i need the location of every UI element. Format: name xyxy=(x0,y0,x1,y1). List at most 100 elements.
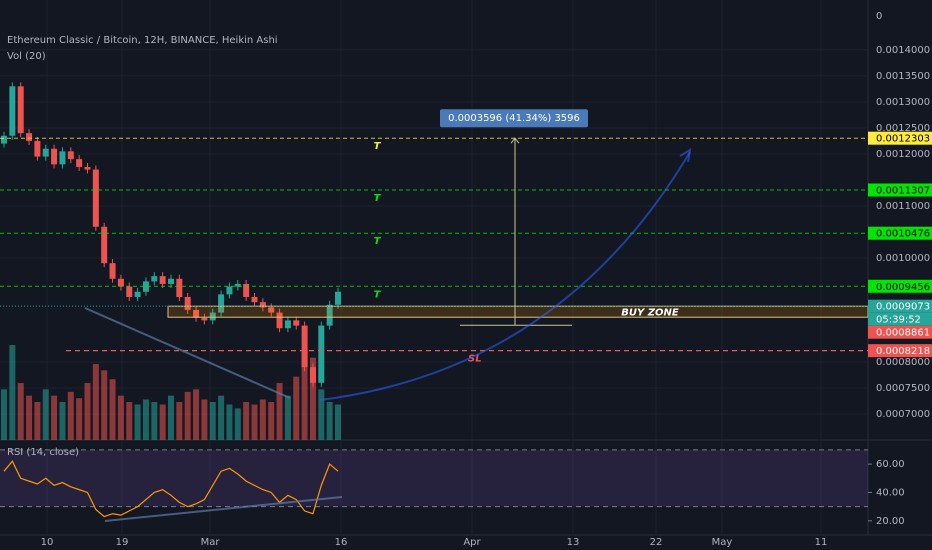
candle xyxy=(92,169,99,227)
rsi-label: RSI (14, close) xyxy=(7,447,79,458)
candle xyxy=(284,320,291,329)
volume-bar xyxy=(59,402,66,440)
candle xyxy=(193,309,200,318)
x-tick-label: May xyxy=(712,537,733,548)
volume-bar xyxy=(42,389,49,440)
volume-bar xyxy=(142,399,149,440)
y-tick-label: 0.0010000 xyxy=(876,253,930,264)
volume-bar xyxy=(293,376,300,440)
buy-zone-label: BUY ZONE xyxy=(621,308,679,319)
volume-bar xyxy=(84,383,91,440)
candle xyxy=(51,148,58,165)
candle xyxy=(301,325,308,368)
price-tag xyxy=(868,312,932,326)
candle xyxy=(9,86,16,136)
volume-bar xyxy=(318,389,325,440)
x-tick-label: 11 xyxy=(815,537,828,548)
x-tick-label: Mar xyxy=(201,537,221,548)
price-tag xyxy=(868,344,932,358)
volume-bar xyxy=(17,383,24,440)
volume-bar xyxy=(159,404,166,440)
volume-bar xyxy=(151,402,158,440)
volume-bar xyxy=(126,402,133,440)
candle xyxy=(101,226,108,264)
y-tick-label: 0.0011000 xyxy=(876,201,930,212)
candle xyxy=(309,367,316,383)
volume-label: Vol (20) xyxy=(7,51,46,62)
x-tick-label: 10 xyxy=(41,537,54,548)
x-tick-label: Apr xyxy=(463,537,481,548)
candle xyxy=(59,151,66,165)
volume-bar xyxy=(76,398,83,440)
price-tag-label: 0.0008218 xyxy=(876,346,930,357)
axis-top-label: 0 xyxy=(876,11,882,22)
price-tag-label: 0.0010476 xyxy=(876,229,930,240)
volume-bar xyxy=(117,395,124,440)
volume-bar xyxy=(234,408,241,440)
candle xyxy=(226,286,233,295)
rsi-line xyxy=(3,460,339,518)
price-tag-label: 0.0011307 xyxy=(876,185,930,196)
x-tick-label: 16 xyxy=(335,537,348,548)
volume-bar xyxy=(193,389,200,440)
target-note: T xyxy=(374,193,382,204)
candle xyxy=(26,133,33,141)
arrow-head xyxy=(679,148,692,163)
volume-bar xyxy=(101,370,108,440)
rsi-trend-line xyxy=(104,496,343,522)
y-tick-label: 0.0014000 xyxy=(876,45,930,56)
volume-bar xyxy=(9,345,16,440)
candle xyxy=(234,283,241,287)
candle xyxy=(251,296,258,303)
trend-line xyxy=(84,307,291,399)
volume-bar xyxy=(51,395,58,440)
candle xyxy=(151,276,158,282)
volume-bar xyxy=(201,399,208,440)
candle xyxy=(326,304,333,326)
price-tag xyxy=(868,325,932,339)
candle xyxy=(117,278,124,287)
price-tag-label: 0.0012303 xyxy=(876,134,930,145)
price-tag xyxy=(868,279,932,293)
candle xyxy=(259,302,266,308)
volume-bar xyxy=(109,379,116,440)
y-tick-label: 0.0007500 xyxy=(876,383,930,394)
volume-bar xyxy=(335,404,341,440)
volume-bar xyxy=(176,402,183,440)
rsi-band xyxy=(0,449,868,507)
candle xyxy=(276,312,283,329)
volume-bar xyxy=(92,364,99,440)
grid xyxy=(0,0,868,535)
buy-zone xyxy=(167,305,869,318)
axis-labels: 0.00140000.00135000.00130000.00125000.00… xyxy=(41,45,932,548)
candle xyxy=(218,294,225,313)
price-tag-label: 0.0008861 xyxy=(876,328,930,339)
candle xyxy=(126,286,133,297)
candle xyxy=(201,317,208,321)
projection-arrow xyxy=(319,151,691,401)
stop-loss-label: SL xyxy=(468,354,482,365)
y-tick-label: 0.0013000 xyxy=(876,97,930,108)
candle xyxy=(134,291,141,297)
candle xyxy=(76,159,83,167)
candle xyxy=(176,278,183,297)
price-tag-label: 0.0009456 xyxy=(876,282,930,293)
candle xyxy=(184,296,191,310)
target-note: T xyxy=(374,141,382,152)
price-tag xyxy=(868,226,932,240)
y-tick-label: 0.0012500 xyxy=(876,123,930,134)
x-tick-label: 22 xyxy=(650,537,663,548)
measure-box xyxy=(440,109,588,128)
rsi-tick-label: 20.00 xyxy=(876,516,905,527)
candle xyxy=(168,278,174,284)
price-tag-label: 05:39:52 xyxy=(876,315,921,326)
x-tick-label: 19 xyxy=(116,537,129,548)
rsi-tick-label: 60.00 xyxy=(876,459,905,470)
volume-bar xyxy=(218,395,225,440)
volume-bar xyxy=(134,404,141,440)
y-tick-label: 0.0008000 xyxy=(876,357,930,368)
candle xyxy=(318,325,325,383)
rsi-tick-label: 40.00 xyxy=(876,487,905,498)
candle xyxy=(268,307,275,313)
